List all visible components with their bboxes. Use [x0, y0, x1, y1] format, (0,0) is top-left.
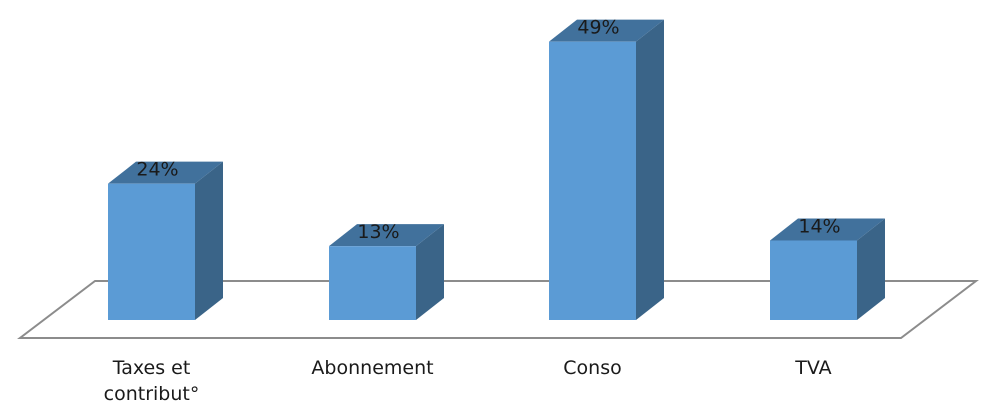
bar-front-face: [770, 240, 857, 320]
data-label: 49%: [577, 17, 619, 39]
category-label: Taxes et contribut°: [103, 357, 200, 405]
bar-side-face: [416, 224, 444, 320]
bar-top-face: [329, 224, 444, 247]
bar-top-face: [770, 218, 885, 241]
bar-front-face: [329, 246, 416, 320]
chart-floor: [17, 280, 979, 339]
category-label: Conso: [563, 357, 622, 379]
bar-front-face: [108, 183, 195, 320]
data-label: 13%: [357, 221, 399, 243]
category-label: Abonnement: [311, 357, 434, 379]
bar-side-face: [857, 218, 885, 320]
bar-side-face: [636, 19, 664, 321]
data-label: 24%: [136, 159, 178, 181]
category-label: TVA: [795, 357, 832, 379]
bar-top-face: [549, 19, 664, 42]
bar-4: 14%: [770, 215, 885, 320]
bar-top-face: [108, 161, 223, 184]
bar-1: 24%: [108, 159, 223, 320]
data-label: 14%: [798, 215, 840, 237]
bar-2: 13%: [329, 221, 444, 320]
bar-side-face: [195, 161, 223, 320]
bar-front-face: [549, 41, 636, 321]
bar-3: 49%: [549, 17, 664, 321]
